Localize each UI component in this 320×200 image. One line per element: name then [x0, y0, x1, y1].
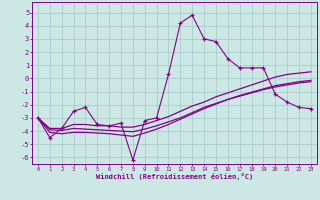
X-axis label: Windchill (Refroidissement éolien,°C): Windchill (Refroidissement éolien,°C) — [96, 173, 253, 180]
